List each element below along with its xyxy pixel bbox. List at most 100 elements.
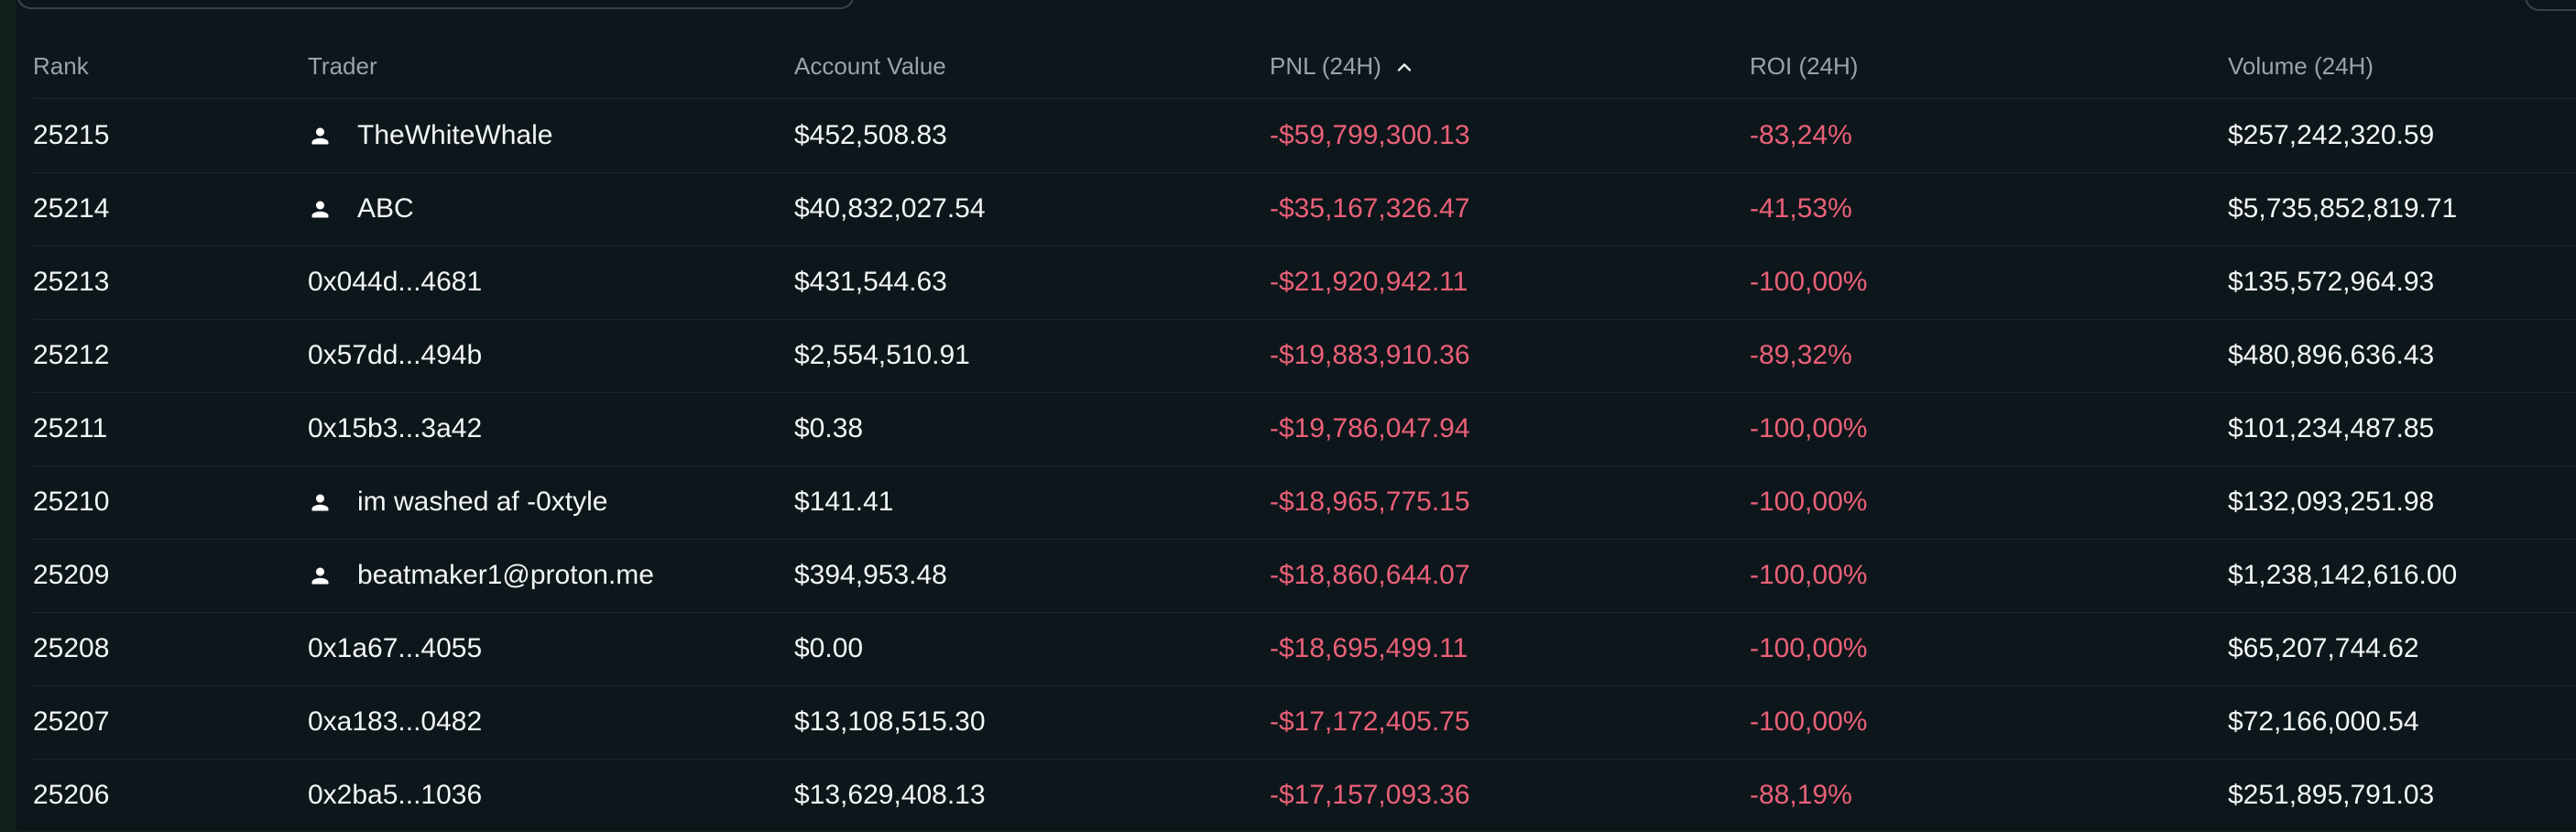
volume-value: $257,242,320.59 bbox=[2228, 120, 2434, 151]
account-value: $0.38 bbox=[794, 413, 863, 444]
rank-value: 25215 bbox=[33, 120, 109, 151]
pnl-cell: -$18,695,499.11 bbox=[1270, 633, 1750, 664]
roi-cell: -83,24% bbox=[1750, 120, 2228, 151]
roi-value: -100,00% bbox=[1750, 633, 1867, 664]
trader-name: ABC bbox=[357, 193, 414, 224]
table-row[interactable]: 25206 0x2ba5...1036 $13,629,408.13 -$17,… bbox=[16, 759, 2576, 832]
pnl-value: -$19,883,910.36 bbox=[1270, 340, 1470, 371]
volume-value: $135,572,964.93 bbox=[2228, 267, 2434, 298]
trader-cell[interactable]: 0x15b3...3a42 bbox=[308, 413, 794, 444]
trader-cell[interactable]: 0x57dd...494b bbox=[308, 340, 794, 371]
trader-cell[interactable]: 0x1a67...4055 bbox=[308, 633, 794, 664]
table-row[interactable]: 25212 0x57dd...494b $2,554,510.91 -$19,8… bbox=[16, 319, 2576, 392]
trader-name: 0x2ba5...1036 bbox=[308, 780, 482, 811]
trader-cell[interactable]: ABC bbox=[308, 193, 794, 224]
account-value: $452,508.83 bbox=[794, 120, 947, 151]
rank-value: 25206 bbox=[33, 780, 109, 811]
rank-cell: 25206 bbox=[33, 780, 308, 811]
trader-name: 0x1a67...4055 bbox=[308, 633, 482, 664]
volume-cell: $72,166,000.54 bbox=[2228, 706, 2576, 738]
trader-cell[interactable]: im washed af -0xtyle bbox=[308, 487, 794, 518]
trader-cell[interactable]: TheWhiteWhale bbox=[308, 120, 794, 151]
table-row[interactable]: 25213 0x044d...4681 $431,544.63 -$21,920… bbox=[16, 246, 2576, 319]
pnl-cell: -$21,920,942.11 bbox=[1270, 267, 1750, 298]
column-header-rank[interactable]: Rank bbox=[33, 52, 308, 99]
volume-value: $132,093,251.98 bbox=[2228, 487, 2434, 518]
pnl-value: -$35,167,326.47 bbox=[1270, 193, 1470, 224]
trader-cell[interactable]: 0xa183...0482 bbox=[308, 706, 794, 738]
table-row[interactable]: 25207 0xa183...0482 $13,108,515.30 -$17,… bbox=[16, 685, 2576, 759]
account-value: $0.00 bbox=[794, 633, 863, 664]
user-avatar-icon bbox=[308, 197, 333, 222]
rank-cell: 25209 bbox=[33, 560, 308, 591]
rank-cell: 25214 bbox=[33, 193, 308, 224]
volume-cell: $1,238,142,616.00 bbox=[2228, 560, 2576, 591]
pnl-cell: -$17,157,093.36 bbox=[1270, 780, 1750, 811]
roi-cell: -100,00% bbox=[1750, 413, 2228, 444]
column-header-volume[interactable]: Volume (24H) bbox=[2228, 52, 2576, 99]
volume-cell: $5,735,852,819.71 bbox=[2228, 193, 2576, 224]
table-row[interactable]: 25208 0x1a67...4055 $0.00 -$18,695,499.1… bbox=[16, 612, 2576, 685]
pnl-cell: -$19,883,910.36 bbox=[1270, 340, 1750, 371]
trader-cell[interactable]: 0x044d...4681 bbox=[308, 267, 794, 298]
table-row[interactable]: 25211 0x15b3...3a42 $0.38 -$19,786,047.9… bbox=[16, 392, 2576, 465]
volume-value: $101,234,487.85 bbox=[2228, 413, 2434, 444]
roi-cell: -100,00% bbox=[1750, 487, 2228, 518]
pnl-cell: -$17,172,405.75 bbox=[1270, 706, 1750, 738]
column-label: Trader bbox=[308, 52, 377, 81]
trader-cell[interactable]: 0x2ba5...1036 bbox=[308, 780, 794, 811]
table-row[interactable]: 25209 beatmaker1@proton.me $394,953.48 -… bbox=[16, 539, 2576, 612]
volume-value: $480,896,636.43 bbox=[2228, 340, 2434, 371]
table-row[interactable]: 25210 im washed af -0xtyle $141.41 -$18,… bbox=[16, 465, 2576, 539]
rank-value: 25207 bbox=[33, 706, 109, 738]
rank-cell: 25208 bbox=[33, 633, 308, 664]
rank-cell: 25212 bbox=[33, 340, 308, 371]
trader-cell[interactable]: beatmaker1@proton.me bbox=[308, 560, 794, 591]
account-value-cell: $0.00 bbox=[794, 633, 1270, 664]
pnl-value: -$18,860,644.07 bbox=[1270, 560, 1470, 591]
roi-cell: -100,00% bbox=[1750, 267, 2228, 298]
rank-cell: 25210 bbox=[33, 487, 308, 518]
volume-cell: $101,234,487.85 bbox=[2228, 413, 2576, 444]
column-label: Volume (24H) bbox=[2228, 52, 2374, 81]
account-value: $13,108,515.30 bbox=[794, 706, 986, 738]
user-avatar-icon bbox=[308, 490, 333, 515]
rank-value: 25214 bbox=[33, 193, 109, 224]
trader-name: 0x57dd...494b bbox=[308, 340, 482, 371]
pnl-value: -$19,786,047.94 bbox=[1270, 413, 1470, 444]
column-label: Account Value bbox=[794, 52, 946, 81]
table-row[interactable]: 25214 ABC $40,832,027.54 -$35,167,326.47… bbox=[16, 172, 2576, 246]
pnl-value: -$17,157,093.36 bbox=[1270, 780, 1470, 811]
account-value-cell: $431,544.63 bbox=[794, 267, 1270, 298]
chevron-up-icon bbox=[1393, 56, 1415, 78]
pnl-value: -$21,920,942.11 bbox=[1270, 267, 1468, 298]
account-value: $40,832,027.54 bbox=[794, 193, 986, 224]
user-avatar-icon bbox=[308, 564, 333, 588]
volume-cell: $135,572,964.93 bbox=[2228, 267, 2576, 298]
table-row[interactable]: 25215 TheWhiteWhale $452,508.83 -$59,799… bbox=[16, 99, 2576, 172]
account-value-cell: $13,629,408.13 bbox=[794, 780, 1270, 811]
roi-value: -88,19% bbox=[1750, 780, 1852, 811]
column-label: ROI (24H) bbox=[1750, 52, 1858, 81]
trader-name: 0x044d...4681 bbox=[308, 267, 482, 298]
volume-cell: $480,896,636.43 bbox=[2228, 340, 2576, 371]
column-header-pnl[interactable]: PNL (24H) bbox=[1270, 52, 1750, 99]
volume-cell: $257,242,320.59 bbox=[2228, 120, 2576, 151]
account-value: $2,554,510.91 bbox=[794, 340, 970, 371]
pnl-cell: -$18,965,775.15 bbox=[1270, 487, 1750, 518]
column-header-trader[interactable]: Trader bbox=[308, 52, 794, 99]
roi-value: -100,00% bbox=[1750, 706, 1867, 738]
account-value: $13,629,408.13 bbox=[794, 780, 986, 811]
pnl-value: -$59,799,300.13 bbox=[1270, 120, 1470, 151]
roi-cell: -100,00% bbox=[1750, 560, 2228, 591]
roi-value: -89,32% bbox=[1750, 340, 1852, 371]
volume-cell: $132,093,251.98 bbox=[2228, 487, 2576, 518]
leaderboard-panel: Rank Trader Account Value PNL (24H) ROI … bbox=[16, 0, 2576, 831]
volume-value: $72,166,000.54 bbox=[2228, 706, 2419, 738]
roi-value: -100,00% bbox=[1750, 560, 1867, 591]
roi-cell: -100,00% bbox=[1750, 633, 2228, 664]
column-header-account-value[interactable]: Account Value bbox=[794, 52, 1270, 99]
column-label: PNL (24H) bbox=[1270, 52, 1381, 81]
column-header-roi[interactable]: ROI (24H) bbox=[1750, 52, 2228, 99]
rank-cell: 25213 bbox=[33, 267, 308, 298]
